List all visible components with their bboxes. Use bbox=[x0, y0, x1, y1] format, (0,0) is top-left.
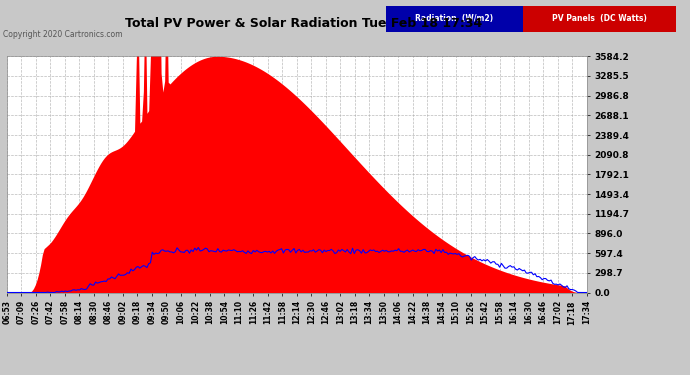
Text: Radiation  (W/m2): Radiation (W/m2) bbox=[415, 14, 493, 23]
Text: Copyright 2020 Cartronics.com: Copyright 2020 Cartronics.com bbox=[3, 30, 123, 39]
Text: Total PV Power & Solar Radiation Tue Feb 18 17:34: Total PV Power & Solar Radiation Tue Feb… bbox=[125, 17, 482, 30]
FancyBboxPatch shape bbox=[522, 6, 676, 32]
FancyBboxPatch shape bbox=[386, 6, 522, 32]
Text: PV Panels  (DC Watts): PV Panels (DC Watts) bbox=[552, 14, 647, 23]
